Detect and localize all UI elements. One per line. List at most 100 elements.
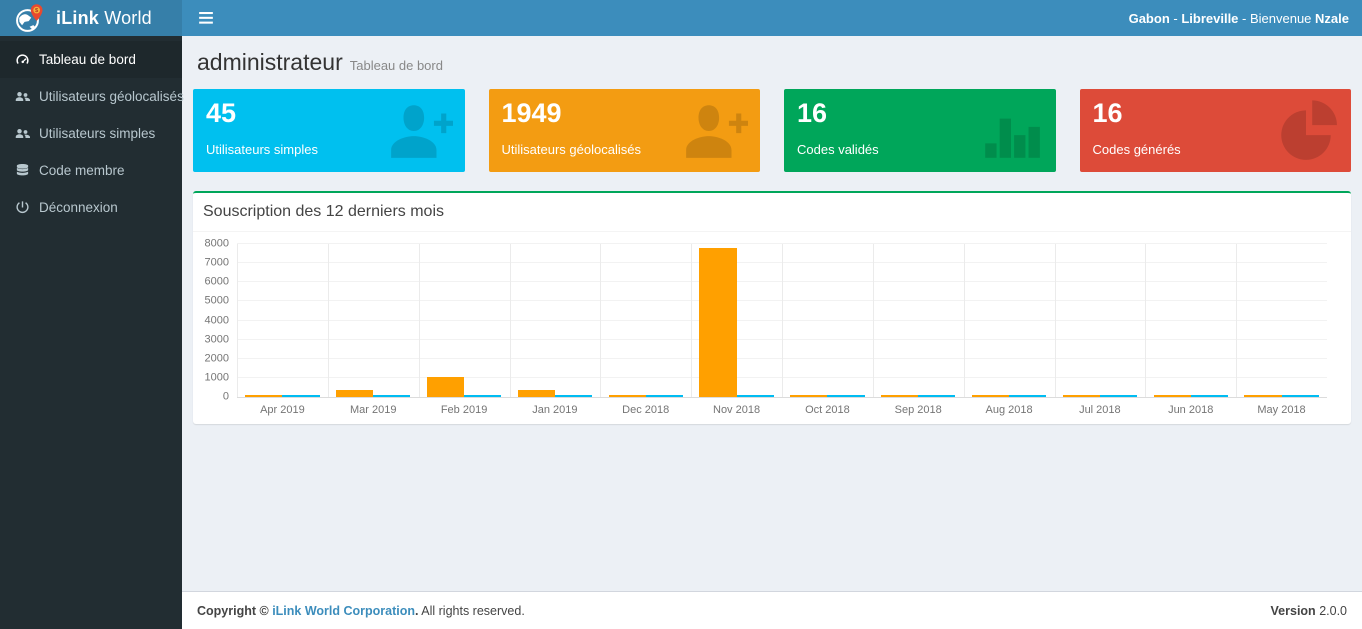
- x-axis-label: Aug 2018: [985, 404, 1033, 416]
- bar-blue: [736, 395, 774, 397]
- v-gridline: [509, 244, 511, 397]
- x-axis-label: Nov 2018: [713, 404, 761, 416]
- x-axis-label: Oct 2018: [805, 404, 850, 416]
- x-axis-label: Feb 2019: [440, 404, 488, 416]
- bar-orange: [881, 395, 919, 397]
- y-tick-label: 0: [222, 390, 229, 403]
- top-header: $ iLink World Gabon - Libreville - Bienv…: [0, 0, 1362, 36]
- y-tick-label: 4000: [204, 314, 229, 326]
- sidebar-item-label: Utilisateurs géolocalisés: [39, 89, 184, 104]
- content-header: administrateur Tableau de bord: [182, 36, 1362, 85]
- stat-card-codes-generes: 16 Codes générés: [1079, 89, 1351, 172]
- x-axis-label: Jun 2018: [1168, 404, 1214, 416]
- sidebar-item-label: Tableau de bord: [39, 52, 136, 67]
- footer: Copyright © iLink World Corporation. All…: [182, 591, 1362, 629]
- users-icon: [15, 92, 30, 101]
- chart-plot-column: Apr 2019 Mar 2019 Feb 2019 Jan 2019 Dec 2018…: [237, 243, 1339, 416]
- bar-orange: [608, 395, 646, 397]
- globe-pin-logo-icon: $: [16, 4, 43, 32]
- stat-card-utilisateurs-geolocalises: 1949 Utilisateurs géolocalisés: [488, 89, 760, 172]
- page-title: administrateur: [197, 49, 343, 75]
- v-gridline: [872, 244, 874, 397]
- bar-blue: [918, 395, 956, 397]
- sidebar-item-deconnexion[interactable]: Déconnexion: [0, 189, 182, 226]
- dashboard-icon: [16, 54, 29, 64]
- bar-blue: [827, 395, 865, 397]
- chart-title: Souscription des 12 derniers mois: [203, 203, 445, 220]
- bar-blue: [1009, 395, 1047, 397]
- chart-panel-header: Souscription des 12 derniers mois: [193, 193, 1351, 232]
- bar-blue: [373, 395, 411, 397]
- h-gridline: [237, 243, 1327, 244]
- v-gridline: [1145, 244, 1147, 397]
- bar-orange: [1062, 395, 1100, 397]
- y-tick-label: 7000: [204, 256, 229, 269]
- user-greeting: Gabon - Libreville - Bienvenue Nzale: [1128, 10, 1349, 26]
- bar-blue: [645, 395, 683, 397]
- y-tick-label: 1000: [204, 371, 229, 384]
- sidebar: Tableau de bord Utilisateurs géolocalisé…: [0, 36, 184, 629]
- x-axis-label: Jan 2019: [532, 404, 578, 416]
- hamburger-icon: [199, 12, 213, 24]
- bar-blue: [282, 395, 320, 397]
- stat-label: Codes générés: [1092, 142, 1181, 158]
- database-icon: [16, 163, 29, 176]
- bar-orange: [517, 390, 555, 397]
- stat-value: 16: [1092, 98, 1123, 128]
- v-gridline: [691, 244, 693, 397]
- v-gridline: [327, 244, 329, 397]
- x-axis-label: Dec 2018: [622, 404, 670, 416]
- bar-blue: [1281, 395, 1319, 397]
- navbar: Gabon - Libreville - Bienvenue Nzale: [182, 0, 1362, 36]
- bar-orange: [336, 389, 374, 397]
- page-subtitle: Tableau de bord: [349, 58, 443, 73]
- stat-value: 1949: [501, 98, 562, 128]
- v-gridline: [1236, 244, 1238, 397]
- bar-chart-icon: [978, 98, 1044, 169]
- main-content: administrateur Tableau de bord 45 Utilisa…: [182, 36, 1362, 591]
- x-axis-label: Apr 2019: [260, 404, 305, 416]
- bar-orange: [699, 247, 737, 397]
- sidebar-item-tableau-de-bord[interactable]: Tableau de bord: [0, 41, 182, 78]
- chart-plot: [237, 243, 1327, 398]
- sidebar-item-label: Utilisateurs simples: [39, 126, 156, 141]
- v-gridline: [1054, 244, 1056, 397]
- bar-blue: [1190, 395, 1228, 397]
- brand[interactable]: $ iLink World: [0, 0, 182, 36]
- v-gridline: [963, 244, 965, 397]
- sidebar-item-utilisateurs-simples[interactable]: Utilisateurs simples: [0, 115, 182, 152]
- version-text: Version 2.0.0: [1270, 603, 1347, 618]
- y-tick-label: 5000: [204, 294, 229, 307]
- svg-text:$: $: [35, 8, 39, 14]
- sidebar-item-code-membre[interactable]: Code membre: [0, 152, 182, 189]
- bar-blue: [554, 395, 593, 397]
- bar-orange: [1244, 395, 1282, 397]
- stat-value: 45: [206, 98, 237, 128]
- stat-card-codes-valides: 16 Codes validés: [784, 89, 1056, 172]
- x-axis-label: Sep 2018: [894, 404, 942, 416]
- v-gridline: [600, 244, 602, 397]
- stat-label: Utilisateurs simples: [206, 142, 318, 158]
- bar-blue: [464, 395, 502, 397]
- chart-xlabels: Apr 2019 Mar 2019 Feb 2019 Jan 2019 Dec 2018…: [237, 398, 1327, 416]
- v-gridline: [418, 244, 420, 397]
- bar-orange: [245, 395, 283, 397]
- copyright-text: Copyright © iLink World Corporation. All…: [197, 603, 525, 618]
- stat-cards-row: 45 Utilisateurs simples 1949 Utilisateur…: [182, 85, 1362, 172]
- subscription-bar-chart: 0 1000 2000 3000 4000 5000 6000 7000 8000 Apr 20…: [199, 238, 1339, 416]
- chart-yaxis: 0 1000 2000 3000 4000 5000 6000 7000 8000: [199, 238, 237, 402]
- v-gridline: [782, 244, 783, 397]
- subscription-chart-panel: Souscription des 12 derniers mois 0 1000 2…: [193, 191, 1351, 424]
- stat-value: 16: [797, 98, 828, 128]
- company-link[interactable]: iLink World Corporation: [272, 603, 416, 618]
- y-tick-label: 3000: [204, 333, 229, 346]
- user-plus-icon: [387, 98, 454, 169]
- sidebar-item-utilisateurs-geolocalises[interactable]: Utilisateurs géolocalisés: [0, 78, 184, 115]
- bar-orange: [790, 395, 828, 397]
- bar-orange: [1153, 395, 1191, 397]
- sidebar-toggle-button[interactable]: [182, 0, 230, 36]
- stat-label: Codes validés: [797, 142, 879, 158]
- x-axis-label: May 2018: [1257, 404, 1306, 416]
- pie-chart-icon: [1273, 98, 1339, 169]
